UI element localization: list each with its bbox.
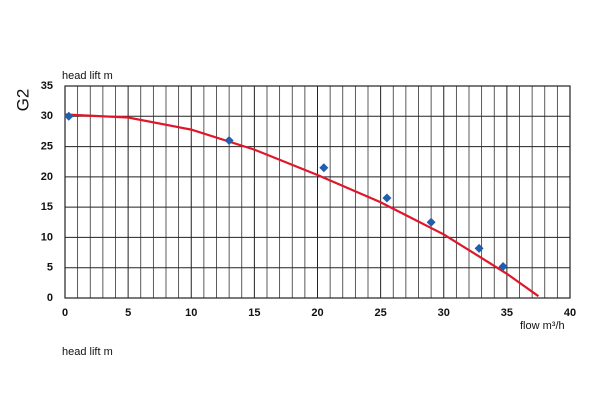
x-tick-label: 40 [564, 307, 576, 319]
plot-frame [64, 85, 571, 299]
data-point [224, 136, 234, 146]
data-point [319, 163, 329, 173]
x-tick-label: 30 [438, 307, 450, 319]
x-tick-label: 20 [311, 307, 323, 319]
y-tick-label: 35 [41, 80, 53, 92]
y-tick-label: 5 [47, 262, 53, 274]
data-point [474, 243, 484, 253]
side-label: G2 [13, 89, 32, 112]
x-tick-label: 35 [501, 307, 513, 319]
y-tick-label: 25 [41, 140, 53, 152]
data-point [498, 262, 508, 272]
x-tick-label: 5 [125, 307, 131, 319]
x-axis-title: flow m³/h [520, 320, 565, 332]
y-axis-title: head lift m [62, 70, 113, 82]
x-tick-label: 0 [62, 307, 68, 319]
x-tick-label: 15 [248, 307, 260, 319]
y-tick-label: 15 [41, 201, 53, 213]
data-point [426, 217, 436, 227]
x-tick-label: 25 [375, 307, 387, 319]
y-tick-label: 30 [41, 110, 53, 122]
y-tick-label: 0 [47, 292, 53, 304]
curve [64, 113, 540, 298]
data-point [382, 193, 392, 203]
footer-label: head lift m [62, 346, 113, 358]
y-tick-label: 20 [41, 171, 53, 183]
x-tick-label: 10 [185, 307, 197, 319]
y-tick-label: 10 [41, 231, 53, 243]
data-point [64, 111, 74, 121]
